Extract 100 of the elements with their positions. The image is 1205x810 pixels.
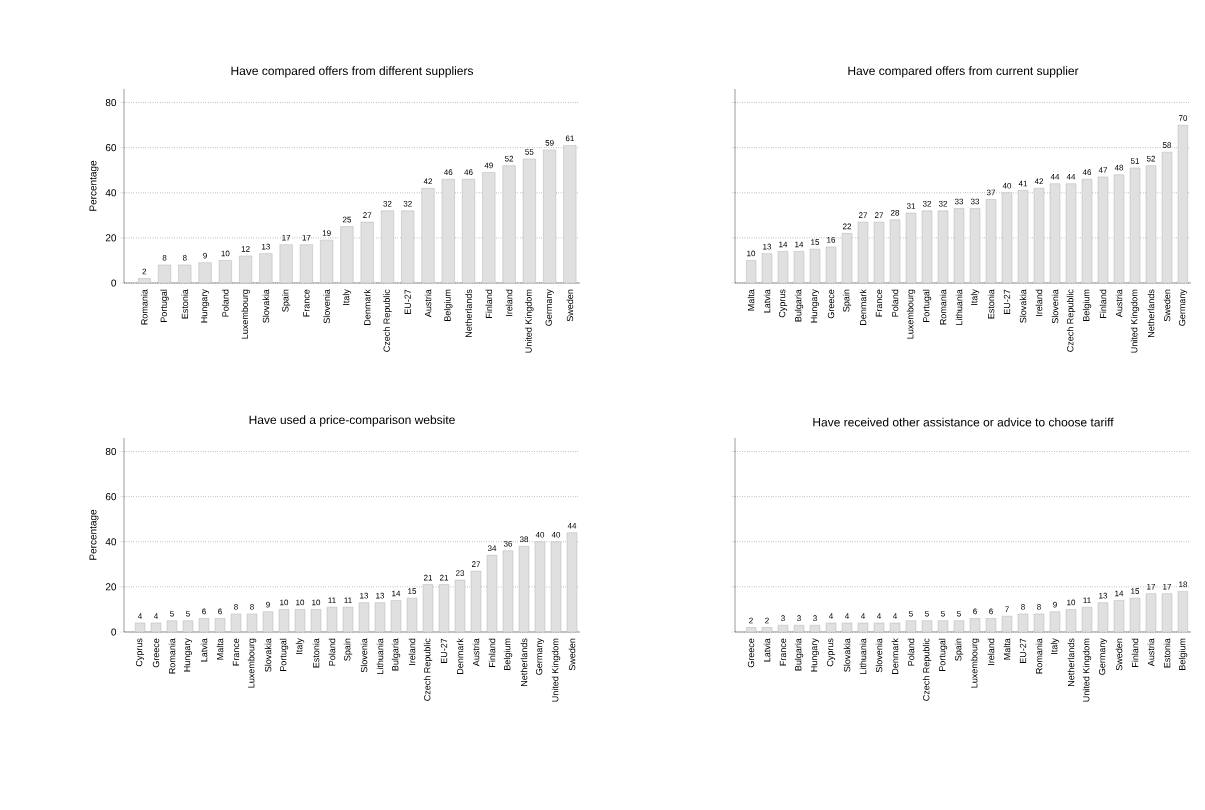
x-tick-label: Sweden (566, 289, 574, 322)
data-label: 17 (302, 234, 311, 241)
data-label: 44 (567, 523, 577, 529)
data-label: 4 (892, 613, 897, 619)
data-label: 4 (844, 613, 849, 619)
data-label: 31 (906, 203, 916, 209)
data-label: 51 (1130, 158, 1140, 164)
data-label: 42 (1034, 178, 1044, 185)
x-tick-label: United Kingdom (551, 638, 561, 702)
x-tick-label: Ireland (505, 289, 513, 316)
data-label: 47 (1098, 167, 1108, 173)
data-label: 42 (423, 178, 433, 185)
y-tick-label: 60 (105, 144, 117, 152)
data-label: 27 (363, 212, 372, 218)
data-label: 7 (1005, 606, 1009, 612)
data-label: 10 (296, 599, 305, 606)
x-tick-label: Bulgaria (794, 289, 804, 322)
data-label: 19 (322, 230, 331, 236)
data-label: 70 (1178, 115, 1188, 121)
x-tick-label: Poland (222, 289, 229, 317)
data-label: 46 (444, 169, 453, 176)
data-label: 59 (545, 140, 554, 146)
data-label: 55 (525, 149, 534, 155)
data-label: 32 (938, 200, 948, 207)
x-tick-label: Netherlands (465, 289, 472, 337)
x-tick-label: Hungary (201, 289, 210, 323)
data-label: 38 (519, 536, 529, 543)
x-tick-label: Latvia (763, 638, 771, 662)
y-tick-label: 60 (105, 493, 117, 501)
data-label: 27 (471, 561, 481, 567)
data-label: 15 (811, 239, 820, 245)
data-label: 40 (551, 531, 561, 538)
x-tick-label: United Kingdom (525, 289, 534, 353)
x-tick-label: Cyprus (135, 638, 145, 667)
data-label: 16 (827, 237, 836, 243)
x-tick-label: Germany (535, 638, 545, 675)
data-label: 5 (941, 610, 945, 617)
x-tick-label: France (779, 638, 787, 666)
x-tick-label: Finland (488, 638, 496, 667)
x-tick-label: Czech Republic (1066, 289, 1076, 352)
x-tick-label: Poland (907, 638, 915, 666)
x-tick-label: Lithuania (376, 638, 384, 674)
x-tick-label: Portugal (922, 289, 932, 322)
x-tick-label: Slovenia (323, 289, 330, 324)
data-label: 5 (186, 610, 190, 617)
x-tick-label: Germany (1098, 638, 1108, 675)
data-label: 49 (484, 162, 493, 169)
data-label: 3 (813, 615, 817, 622)
x-tick-label: Italy (970, 289, 980, 305)
x-tick-label: Italy (295, 638, 305, 654)
data-label: 9 (1053, 601, 1057, 608)
x-tick-label: Czech Republic (383, 289, 392, 352)
data-label: 4 (137, 613, 142, 619)
y-tick-label: 0 (111, 628, 117, 636)
x-tick-label: Portugal (938, 638, 948, 671)
y-tick-label: 40 (105, 189, 117, 197)
data-label: 44 (1050, 174, 1060, 180)
data-label: 52 (504, 155, 514, 162)
x-tick-label: EU-27 (1003, 289, 1011, 314)
x-tick-label: Romania (1035, 638, 1043, 674)
x-tick-label: Latvia (200, 638, 208, 662)
data-label: 41 (1018, 180, 1028, 187)
data-label: 11 (1083, 597, 1091, 603)
data-label: 10 (221, 250, 230, 257)
x-tick-label: Ireland (408, 638, 416, 665)
y-tick-label: 0 (111, 279, 117, 287)
x-tick-label: Luxembourg (247, 638, 257, 688)
data-label: 32 (922, 200, 932, 207)
x-tick-label: Czech Republic (922, 638, 932, 701)
data-label: 14 (795, 241, 804, 248)
x-tick-label: Finland (1131, 638, 1139, 667)
x-tick-label: Bulgaria (391, 638, 401, 671)
x-tick-label: Italy (1050, 638, 1060, 654)
x-tick-label: Poland (328, 638, 336, 666)
x-tick-label: France (303, 289, 310, 317)
x-tick-label: Malta (747, 289, 755, 311)
x-tick-label: Luxembourg (906, 289, 916, 339)
data-label: 48 (1114, 164, 1124, 171)
x-tick-label: Slovakia (843, 638, 851, 672)
x-tick-label: Netherlands (520, 638, 528, 686)
x-tick-label: Cyprus (826, 638, 836, 667)
x-tick-label: Slovakia (1019, 289, 1027, 323)
data-label: 8 (1021, 604, 1025, 610)
data-label: 6 (973, 608, 977, 615)
x-tick-label: Poland (891, 289, 899, 317)
chart-title: Have received other assistance or advice to choose tariff (813, 417, 1114, 427)
x-tick-label: Ireland (1035, 289, 1043, 316)
data-label: 40 (1002, 182, 1012, 189)
y-axis-title: Percentage (89, 160, 99, 211)
x-tick-label: Hungary (810, 289, 820, 323)
data-label: 36 (503, 540, 513, 547)
x-tick-label: Austria (472, 638, 480, 667)
x-tick-label: Romania (939, 289, 947, 325)
x-tick-label: Denmark (456, 638, 464, 674)
x-tick-label: Slovakia (264, 638, 272, 672)
x-tick-label: Austria (1147, 638, 1155, 667)
x-tick-label: Luxembourg (241, 289, 250, 339)
x-tick-label: France (232, 638, 240, 666)
chart-title: Have compared offers from current supplier (848, 66, 1079, 78)
data-label: 37 (986, 189, 996, 196)
